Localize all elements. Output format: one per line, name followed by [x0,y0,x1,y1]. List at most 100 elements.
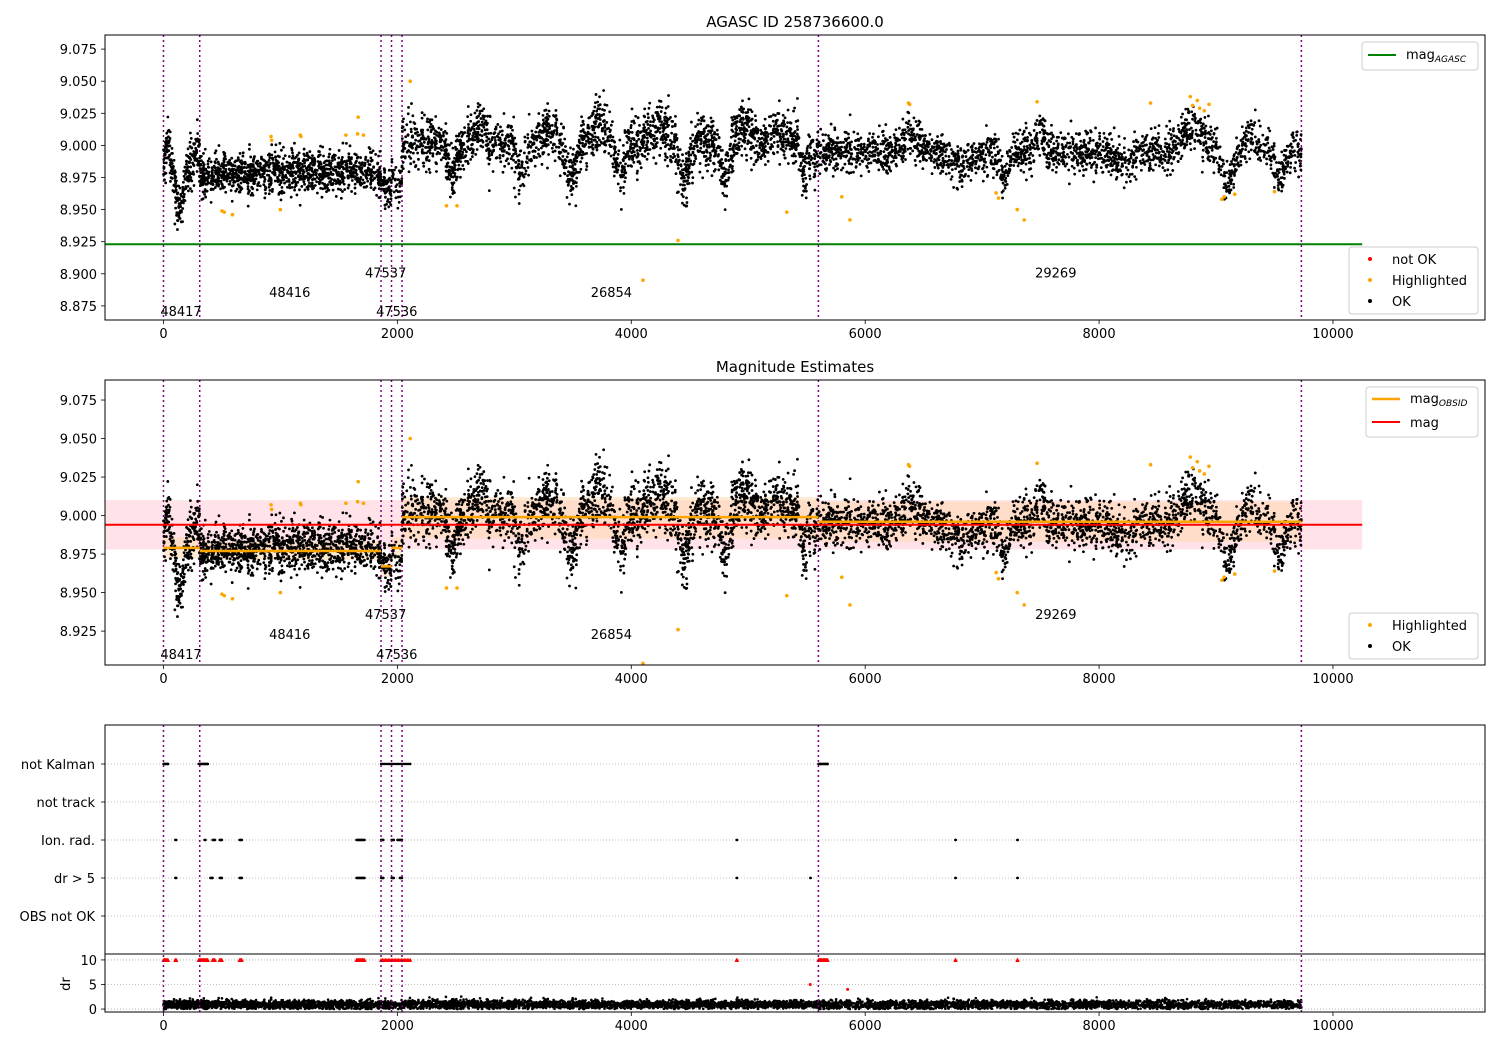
ok-point [169,179,172,183]
ok-point [1088,152,1092,156]
ok-point [941,156,945,160]
ok-point [451,189,455,193]
ok-point [234,159,238,163]
ok-point [507,147,511,151]
ok-point [287,170,291,174]
ok-point [636,160,640,164]
ok-point [525,156,529,160]
ok-point [496,123,500,126]
ok-point [687,164,691,168]
ok-point [518,149,522,153]
ok-point [409,150,413,154]
ok-point [663,152,667,156]
ok-point [635,139,639,143]
ok-point [398,190,402,193]
ok-point [860,142,863,146]
ok-point [1012,164,1016,167]
ok-point [427,159,431,162]
ok-point [352,175,356,179]
ok-point [464,150,468,154]
ok-point [727,171,731,174]
ok-point [593,131,597,135]
ok-point [642,141,646,145]
agasc-x-tick-label: 10000 [1312,327,1353,342]
ok-point [581,153,585,156]
ok-point [771,145,775,148]
ok-point [488,114,492,118]
ok-point [502,149,506,153]
ok-point [1052,162,1056,166]
ok-point [749,108,752,112]
ok-point [1129,180,1132,183]
ok-point [950,175,954,179]
ok-point [956,151,960,155]
ok-point [514,165,518,169]
ok-point [947,166,950,169]
ok-point [705,158,709,162]
ok-point [602,113,606,116]
ok-point [711,124,715,128]
ok-point [756,139,760,143]
ok-point [1081,164,1084,168]
ok-point [164,136,168,140]
ok-point [1272,142,1276,145]
ok-point [799,169,802,173]
ok-point [255,188,259,192]
ok-point [321,145,325,149]
ok-point [690,120,693,124]
ok-point [727,159,731,162]
ok-point [741,118,745,121]
ok-point [911,149,915,153]
ok-point [750,117,754,121]
ok-point [670,119,674,123]
ok-point [808,154,812,158]
ok-point [710,129,714,132]
ok-point [460,134,464,138]
ok-point [674,172,678,175]
ok-point [1225,171,1229,175]
ok-point [185,159,188,163]
ok-point [1298,159,1301,163]
ok-point [377,174,381,177]
ok-point [345,169,349,173]
agasc-x-tick-label: 0 [159,327,167,342]
ok-point [545,115,549,119]
ok-point [542,130,545,134]
ok-point [215,170,219,174]
ok-point [276,167,280,171]
ok-point [632,119,635,123]
ok-point [894,128,898,132]
ok-point [271,187,274,191]
ok-point [517,172,521,176]
ok-point [162,161,166,165]
ok-point [335,179,339,183]
ok-point [203,147,207,151]
ok-point [238,190,242,194]
ok-point [320,195,324,199]
ok-point [571,152,575,156]
ok-point [709,138,713,142]
ok-point [676,145,679,149]
ok-point [727,168,730,172]
ok-point [1061,158,1064,162]
ok-point [166,156,170,160]
ok-point [1293,166,1296,170]
ok-point [795,125,799,129]
ok-point [422,164,426,168]
ok-point [190,189,194,193]
ok-point [270,143,274,147]
ok-point [463,131,467,134]
ok-point [855,160,858,164]
ok-point [1154,136,1158,140]
ok-point [558,139,562,143]
ok-point [302,147,306,151]
ok-point [310,181,314,185]
ok-point [824,162,827,166]
ok-point [591,135,595,138]
ok-point [1013,160,1016,164]
ok-point [350,190,354,193]
ok-point [833,168,837,172]
ok-point [227,167,231,171]
ok-point [959,148,963,152]
ok-point [517,162,521,166]
